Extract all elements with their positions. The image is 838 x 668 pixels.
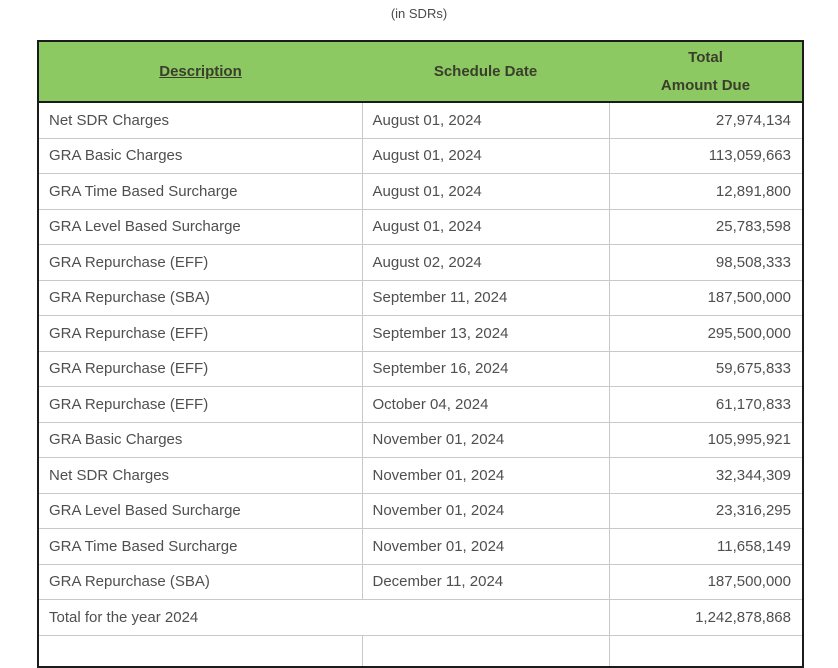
schedule-date-cell: September 16, 2024 [361, 351, 609, 387]
schedule-date-cell: November 01, 2024 [361, 457, 609, 494]
table-row: GRA Level Based Surcharge August 01, 202… [38, 209, 803, 245]
description-cell: GRA Level Based Surcharge [38, 209, 362, 245]
table-row: GRA Time Based Surcharge August 01, 2024… [38, 173, 803, 210]
schedule-date-cell: August 01, 2024 [361, 209, 609, 245]
amount-cell: 59,675,833 [608, 351, 803, 387]
description-cell: Net SDR Charges [38, 102, 362, 139]
charges-table-container: Description Schedule Date Total Amount D… [37, 40, 804, 668]
schedule-date-cell: August 02, 2024 [361, 244, 609, 281]
column-header-description-label[interactable]: Description [159, 63, 242, 80]
amount-cell: 295,500,000 [608, 315, 803, 352]
table-row: GRA Repurchase (SBA) September 11, 2024 … [38, 280, 803, 316]
column-header-description[interactable]: Description [38, 41, 362, 103]
amount-cell: 98,508,333 [608, 244, 803, 281]
table-row: GRA Basic Charges August 01, 2024 113,05… [38, 138, 803, 174]
amount-cell: 32,344,309 [608, 457, 803, 494]
amount-cell: 11,658,149 [608, 528, 803, 565]
table-row: GRA Basic Charges November 01, 2024 105,… [38, 422, 803, 458]
table-row: GRA Repurchase (EFF) August 02, 2024 98,… [38, 244, 803, 281]
description-cell: GRA Repurchase (EFF) [38, 244, 362, 281]
column-header-schedule-date-label: Schedule Date [433, 63, 538, 80]
description-cell: GRA Repurchase (EFF) [38, 315, 362, 352]
schedule-date-cell: November 01, 2024 [361, 422, 609, 458]
column-header-schedule-date: Schedule Date [362, 41, 609, 103]
description-cell: GRA Repurchase (EFF) [38, 386, 362, 423]
amount-cell: 61,170,833 [608, 386, 803, 423]
schedule-date-cell: August 01, 2024 [361, 173, 609, 210]
table-row: GRA Repurchase (EFF) September 16, 2024 … [38, 351, 803, 387]
table-row: GRA Repurchase (EFF) September 13, 2024 … [38, 315, 803, 352]
amount-cell: 187,500,000 [608, 564, 803, 600]
total-row: Total for the year 2024 1,242,878,868 [38, 599, 803, 636]
page-title: (in SDRs) [390, 6, 448, 21]
table-row: GRA Level Based Surcharge November 01, 2… [38, 493, 803, 529]
schedule-date-cell: September 13, 2024 [361, 315, 609, 352]
description-cell: GRA Time Based Surcharge [38, 173, 362, 210]
description-cell: GRA Level Based Surcharge [38, 493, 362, 529]
amount-cell: 12,891,800 [608, 173, 803, 210]
header-row: Description Schedule Date Total Amount D… [38, 41, 803, 103]
description-cell: GRA Repurchase (SBA) [38, 564, 362, 600]
schedule-date-cell: October 04, 2024 [361, 386, 609, 423]
description-cell: GRA Repurchase (SBA) [38, 280, 362, 316]
description-cell: Net SDR Charges [38, 457, 362, 494]
description-cell: GRA Repurchase (EFF) [38, 351, 362, 387]
column-header-total-amount-due-label: Total Amount Due [660, 48, 751, 94]
description-cell: GRA Basic Charges [38, 422, 362, 458]
amount-cell: 23,316,295 [608, 493, 803, 529]
table-row: GRA Time Based Surcharge November 01, 20… [38, 528, 803, 565]
schedule-date-cell: September 11, 2024 [361, 280, 609, 316]
column-header-total-amount-due: Total Amount Due [609, 41, 803, 103]
schedule-date-cell: November 01, 2024 [361, 528, 609, 565]
amount-cell: 25,783,598 [608, 209, 803, 245]
amount-cell: 27,974,134 [608, 102, 803, 139]
description-cell: GRA Time Based Surcharge [38, 528, 362, 565]
schedule-date-cell: December 11, 2024 [361, 564, 609, 600]
schedule-date-cell: August 01, 2024 [361, 102, 609, 139]
table-row: Net SDR Charges November 01, 2024 32,344… [38, 457, 803, 494]
schedule-date-cell: August 01, 2024 [361, 138, 609, 174]
description-cell: GRA Basic Charges [38, 138, 362, 174]
schedule-date-cell: November 01, 2024 [361, 493, 609, 529]
charges-table: Description Schedule Date Total Amount D… [37, 40, 804, 668]
table-row: Net SDR Charges August 01, 2024 27,974,1… [38, 102, 803, 139]
amount-cell: 187,500,000 [608, 280, 803, 316]
table-row: GRA Repurchase (SBA) December 11, 2024 1… [38, 564, 803, 600]
amount-cell: 105,995,921 [608, 422, 803, 458]
table-row: GRA Repurchase (EFF) October 04, 2024 61… [38, 386, 803, 423]
total-amount-cell: 1,242,878,868 [608, 599, 803, 636]
partial-clipped-row [38, 635, 803, 667]
amount-cell: 113,059,663 [608, 138, 803, 174]
total-label-cell: Total for the year 2024 [38, 599, 609, 636]
